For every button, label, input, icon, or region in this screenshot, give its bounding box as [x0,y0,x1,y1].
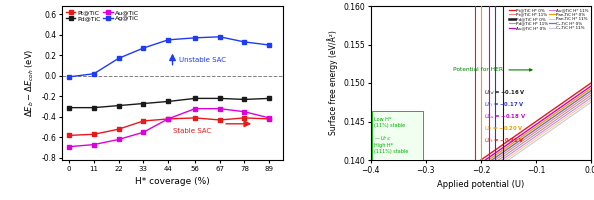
Ag@TiC [140,47,147,49]
Pd@TiC [90,106,97,109]
X-axis label: H* coverage (%): H* coverage (%) [135,177,210,186]
Pd@TiC [115,104,122,107]
Text: Unstable SAC: Unstable SAC [179,57,226,63]
FancyBboxPatch shape [372,111,423,162]
Text: $U_{Pd}$ = −0.16 V: $U_{Pd}$ = −0.16 V [484,89,526,97]
Text: Potential for HER: Potential for HER [453,67,532,72]
Y-axis label: Surface free energy (eV/Å²): Surface free energy (eV/Å²) [327,31,338,135]
Au@TiC [140,131,147,133]
Text: Low H*
(11%) stable: Low H* (11%) stable [374,117,405,128]
Au@TiC [65,145,72,148]
Au@TiC [266,117,273,119]
Ag@TiC [266,44,273,46]
Au@TiC [216,107,223,110]
Pd@TiC [140,102,147,105]
Pd@TiC [191,97,198,100]
Pt@TiC [140,120,147,122]
Text: — $U_{TiC}$: — $U_{TiC}$ [374,134,391,143]
Au@TiC [165,118,172,120]
Pt@TiC [165,118,172,120]
Pd@TiC [266,97,273,100]
Ag@TiC [65,76,72,78]
Pt@TiC [216,119,223,121]
Au@TiC [191,107,198,110]
Ag@TiC [165,39,172,41]
Legend: Pt@TiC H* 0%, Pt@TiC H* 11%, Pd@TiC H* 0%, Pd@TiC H* 11%, Au@TiC H* 0%, Au@TiC H: Pt@TiC H* 0%, Pt@TiC H* 11%, Pd@TiC H* 0… [508,8,589,30]
Line: Pd@TiC: Pd@TiC [67,96,271,110]
Pt@TiC [90,133,97,136]
X-axis label: Applied potential (U): Applied potential (U) [437,180,525,189]
Line: Ag@TiC: Ag@TiC [67,34,271,79]
Pt@TiC [65,134,72,137]
Pd@TiC [165,100,172,103]
Au@TiC [115,138,122,141]
Au@TiC [241,111,248,113]
Ag@TiC [90,73,97,75]
Au@TiC [90,143,97,146]
Line: Pt@TiC: Pt@TiC [67,115,271,138]
Ag@TiC [241,41,248,43]
Pt@TiC [191,117,198,119]
Text: $U_{Ti}$ = −0.17 V: $U_{Ti}$ = −0.17 V [484,100,524,109]
Text: High H*
(111%) stable: High H* (111%) stable [374,143,407,154]
Text: $U_{Pt}$ = −0.21 V: $U_{Pt}$ = −0.21 V [484,136,525,145]
Text: $U_{D}$ = −0.20 V: $U_{D}$ = −0.20 V [484,124,523,133]
Pt@TiC [241,117,248,119]
Text: $U_{Au}$ = −0.18 V: $U_{Au}$ = −0.18 V [484,112,526,121]
Pt@TiC [266,118,273,120]
Pd@TiC [216,97,223,100]
Line: Au@TiC: Au@TiC [67,106,271,149]
Legend: Pt@TiC, Pd@TiC, Au@TiC, Ag@TiC: Pt@TiC, Pd@TiC, Au@TiC, Ag@TiC [65,9,140,22]
Y-axis label: $\Delta E_b - \Delta E_{coh}$ (eV): $\Delta E_b - \Delta E_{coh}$ (eV) [24,49,36,117]
Pt@TiC [115,128,122,130]
Ag@TiC [115,57,122,60]
Ag@TiC [191,37,198,39]
Pd@TiC [65,106,72,109]
Text: Stable SAC: Stable SAC [172,128,211,134]
Pd@TiC [241,98,248,101]
Ag@TiC [216,36,223,38]
